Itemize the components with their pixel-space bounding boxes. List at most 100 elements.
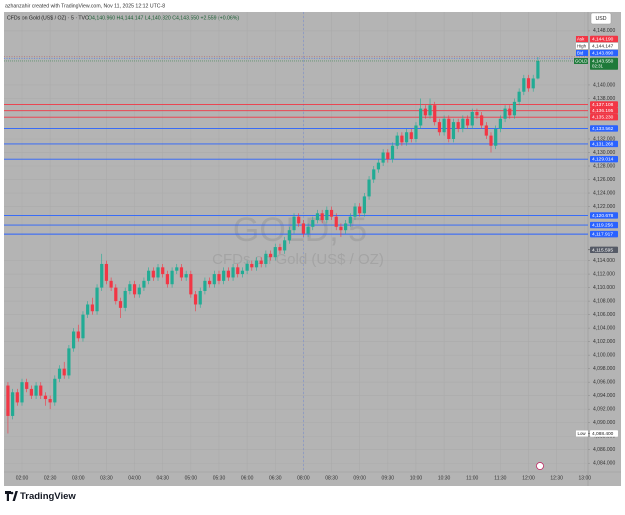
candle-body [329, 209, 334, 217]
candle-body [344, 223, 348, 231]
candle-body [433, 105, 437, 123]
candle-body [526, 78, 531, 89]
price-caption-box [576, 50, 588, 56]
candle-body [325, 209, 329, 221]
candle-body [71, 331, 76, 349]
candle-body [128, 284, 132, 291]
y-tick-label: 4,098.000 [593, 366, 615, 372]
candle-body [381, 152, 385, 163]
level-label: 4,117.917 [592, 232, 613, 238]
currency-box[interactable] [590, 12, 612, 25]
candle-body [278, 247, 282, 251]
brand-logo: TradingView [5, 491, 76, 502]
y-tick-label: 4,106.000 [593, 312, 615, 318]
candle-body [480, 115, 484, 126]
level-label-box [590, 221, 618, 229]
grid [4, 12, 588, 472]
candle-body [498, 118, 502, 129]
candle-body [43, 395, 48, 400]
candle-body [306, 226, 310, 234]
candle-body [53, 378, 57, 403]
candle-body [184, 274, 188, 278]
x-tick-label: 09:30 [382, 475, 395, 481]
candle-body [114, 287, 118, 302]
y-tick-label: 4,140.000 [593, 82, 615, 88]
candle-body [334, 216, 338, 227]
level-label-box [590, 140, 618, 148]
candle-body [132, 284, 137, 295]
candle-body [236, 267, 240, 275]
candle-body [11, 392, 15, 416]
y-tick-label: 4,096.000 [593, 379, 615, 385]
price-tag: 4,144.190 [592, 36, 614, 42]
candle-body [226, 270, 230, 278]
candle-body [48, 399, 52, 403]
x-tick-label: 10:00 [410, 475, 423, 481]
candle-body [508, 108, 512, 116]
candle-body [376, 162, 381, 170]
price-caption-box [576, 43, 588, 49]
replay-icon[interactable] [536, 462, 544, 470]
x-tick-label: 03:30 [100, 475, 113, 481]
candle-body [470, 111, 474, 126]
y-tick-label: 4,148.000 [593, 28, 615, 34]
y-tick-label: 4,110.000 [593, 285, 615, 291]
candle-body [395, 135, 399, 146]
x-tick-label: 11:00 [466, 475, 478, 481]
x-tick-label: 12:00 [522, 475, 535, 481]
candle-body [34, 385, 38, 396]
y-tick-label: 4,128.000 [593, 163, 615, 169]
x-tick-label: 03:00 [72, 475, 85, 481]
x-tick-label: 02:00 [16, 475, 29, 481]
symbol: CFDs on Gold (US$ / OZ) · 5 · TVC [7, 15, 89, 21]
candle-body [447, 118, 451, 139]
candle-body [264, 253, 268, 264]
candle-body [400, 135, 404, 143]
candle-body [20, 382, 24, 403]
low-tag-box [590, 430, 618, 437]
level-label: 4,119.256 [592, 223, 613, 229]
candle-body [245, 263, 249, 271]
replay-circle[interactable] [536, 462, 544, 470]
y-tick-label: 4,130.000 [593, 150, 615, 156]
y-tick-label: 4,126.000 [593, 177, 615, 183]
candle-body [165, 274, 169, 285]
candle-body [217, 274, 221, 281]
candle-body [142, 280, 146, 288]
candle-body [484, 125, 488, 136]
candle-body [203, 280, 207, 291]
candle-body [100, 263, 104, 288]
candle-body [503, 108, 507, 119]
candle-body [456, 122, 460, 129]
y-tick-label: 4,132.000 [593, 136, 615, 142]
candle-body [358, 206, 362, 214]
candle-body [29, 388, 33, 396]
level-label-box [590, 101, 618, 108]
y-tick-label: 4,138.000 [593, 96, 615, 102]
candle-body [517, 91, 521, 102]
price-tag-box [590, 35, 618, 43]
candle-body [76, 331, 80, 339]
candle-body [123, 290, 127, 308]
candle-body [240, 270, 245, 275]
candle-body [301, 223, 305, 234]
x-tick-label: 06:30 [269, 475, 282, 481]
candle-body [198, 290, 202, 305]
candle-body [254, 260, 259, 268]
candle-body [193, 294, 198, 305]
candle-body [109, 280, 113, 288]
candle-body [475, 111, 479, 116]
y-tick-label: 4,104.000 [593, 325, 615, 331]
candle-body [147, 270, 151, 281]
candle-body [231, 267, 235, 278]
candle-body [437, 122, 442, 133]
price-caption-box [576, 36, 588, 42]
y-tick-label: 4,090.000 [593, 420, 615, 426]
y-tick-label: 4,112.000 [593, 271, 615, 277]
x-tick-label: 11:30 [494, 475, 506, 481]
candle-body [268, 253, 273, 258]
x-tick-label: 02:30 [44, 475, 57, 481]
currency[interactable]: USD [596, 16, 607, 22]
y-tick-label: 4,094.000 [593, 393, 615, 399]
y-tick-label: 4,114.000 [593, 258, 615, 264]
